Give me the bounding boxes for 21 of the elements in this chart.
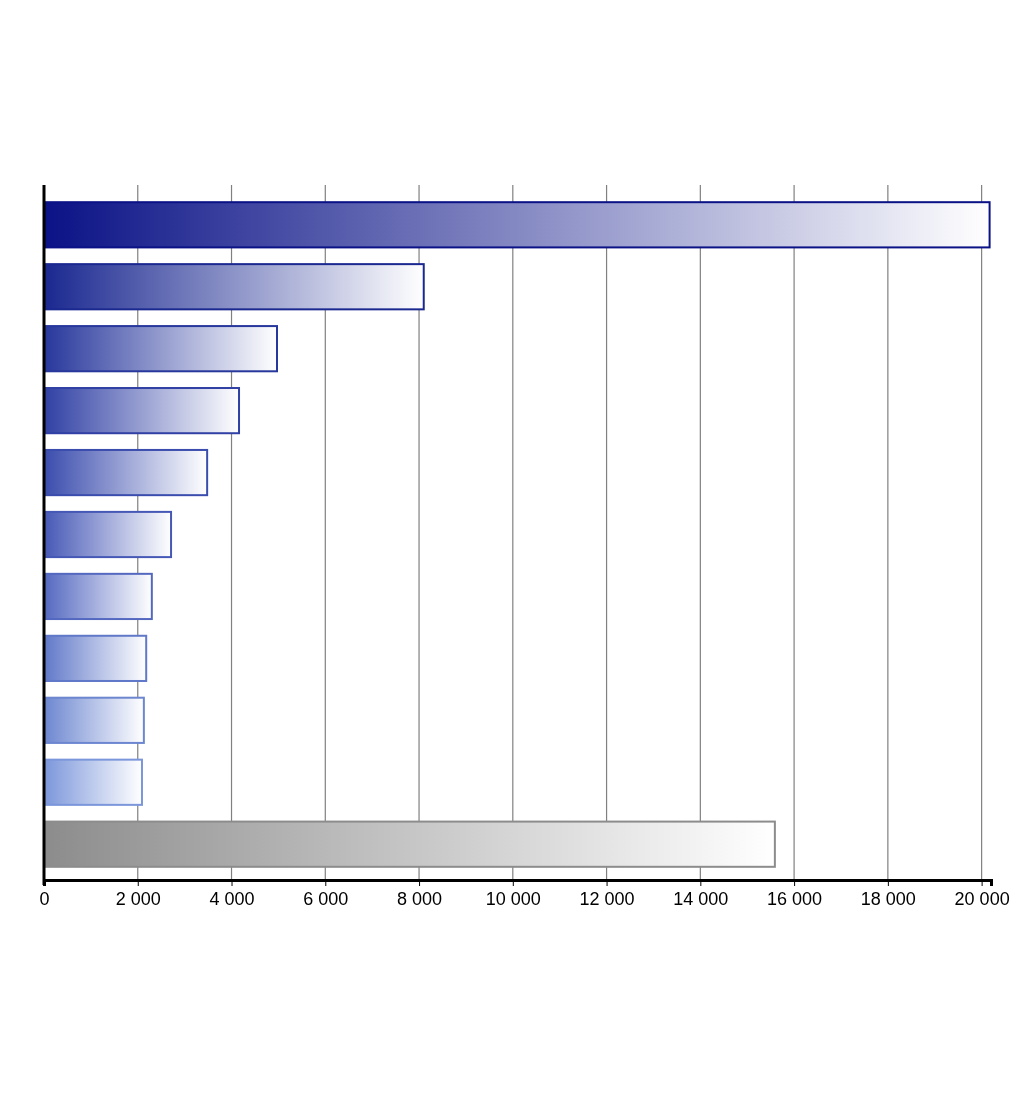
x-tick-label: 18 000	[860, 889, 916, 910]
x-tick-label: 6 000	[303, 889, 349, 910]
bar	[43, 263, 425, 311]
bar	[43, 448, 209, 497]
x-tick-label: 4 000	[209, 889, 255, 910]
x-tick-label: 8 000	[397, 889, 443, 910]
bar	[43, 325, 278, 373]
x-tick-label: 14 000	[673, 889, 729, 910]
bar	[43, 572, 153, 621]
x-tick-label: 16 000	[767, 889, 823, 910]
x-tick-label: 0	[39, 889, 50, 910]
bar	[43, 758, 143, 806]
bar	[43, 510, 173, 559]
bar	[43, 201, 991, 249]
x-tick-label: 12 000	[579, 889, 635, 910]
x-tick-label: 10 000	[485, 889, 541, 910]
bar	[43, 387, 241, 435]
x-tick-label: 2 000	[115, 889, 161, 910]
bar	[43, 696, 145, 744]
bar	[43, 634, 148, 682]
x-tick-label: 20 000	[954, 889, 1010, 910]
